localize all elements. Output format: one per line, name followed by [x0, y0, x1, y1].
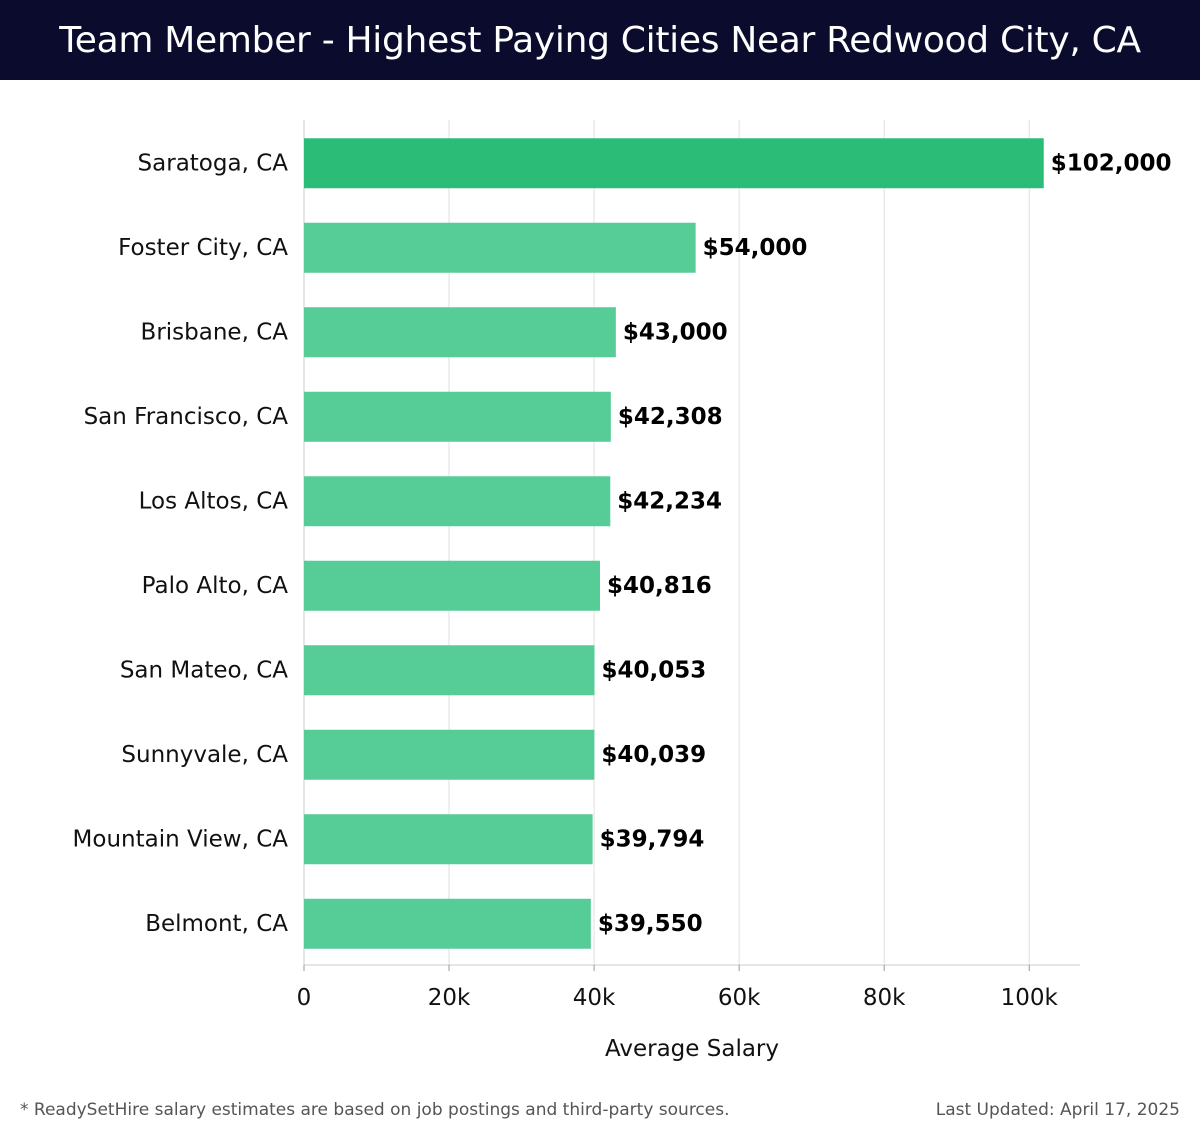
footer-note: * ReadySetHire salary estimates are base…: [20, 1100, 730, 1120]
bar: [304, 222, 696, 273]
value-label: $54,000: [703, 235, 808, 261]
x-tick-label: 100k: [1001, 985, 1059, 1011]
category-label: Saratoga, CA: [138, 150, 289, 176]
value-label: $40,039: [601, 742, 706, 768]
category-label: Brisbane, CA: [141, 319, 289, 345]
x-tick-label: 80k: [863, 985, 906, 1011]
category-label: Mountain View, CA: [73, 826, 289, 852]
x-tick-label: 0: [297, 985, 312, 1011]
category-label: San Mateo, CA: [120, 657, 288, 683]
category-label: Los Altos, CA: [139, 488, 289, 514]
bar-chart: Saratoga, CA $102,000 Foster City, CA $54,0…: [73, 120, 1172, 1062]
x-tick-label: 40k: [573, 985, 616, 1011]
value-label: $39,550: [598, 911, 703, 937]
category-label: Sunnyvale, CA: [121, 742, 288, 768]
chart-title: Team Member - Highest Paying Cities Near…: [0, 0, 1200, 80]
value-label: $40,053: [601, 657, 706, 683]
value-label: $42,308: [618, 404, 723, 430]
category-label: Belmont, CA: [145, 911, 288, 937]
bar: [304, 476, 611, 527]
bar: [304, 898, 591, 949]
value-label: $40,816: [607, 573, 712, 599]
bar: [304, 729, 595, 780]
bar: [304, 391, 611, 442]
value-label: $39,794: [600, 826, 705, 852]
bar: [304, 814, 593, 865]
bar: [304, 307, 616, 358]
bar: [304, 560, 601, 611]
x-tick-label: 20k: [428, 985, 471, 1011]
x-tick-label: 60k: [718, 985, 761, 1011]
bar: [304, 138, 1044, 189]
category-label: Palo Alto, CA: [142, 573, 289, 599]
category-label: Foster City, CA: [118, 235, 288, 261]
value-label: $102,000: [1051, 150, 1172, 176]
bar: [304, 645, 595, 696]
x-axis-title: Average Salary: [605, 1036, 779, 1062]
category-label: San Francisco, CA: [84, 404, 289, 430]
last-updated: Last Updated: April 17, 2025: [935, 1100, 1180, 1120]
value-label: $42,234: [617, 488, 722, 514]
value-label: $43,000: [623, 319, 728, 345]
